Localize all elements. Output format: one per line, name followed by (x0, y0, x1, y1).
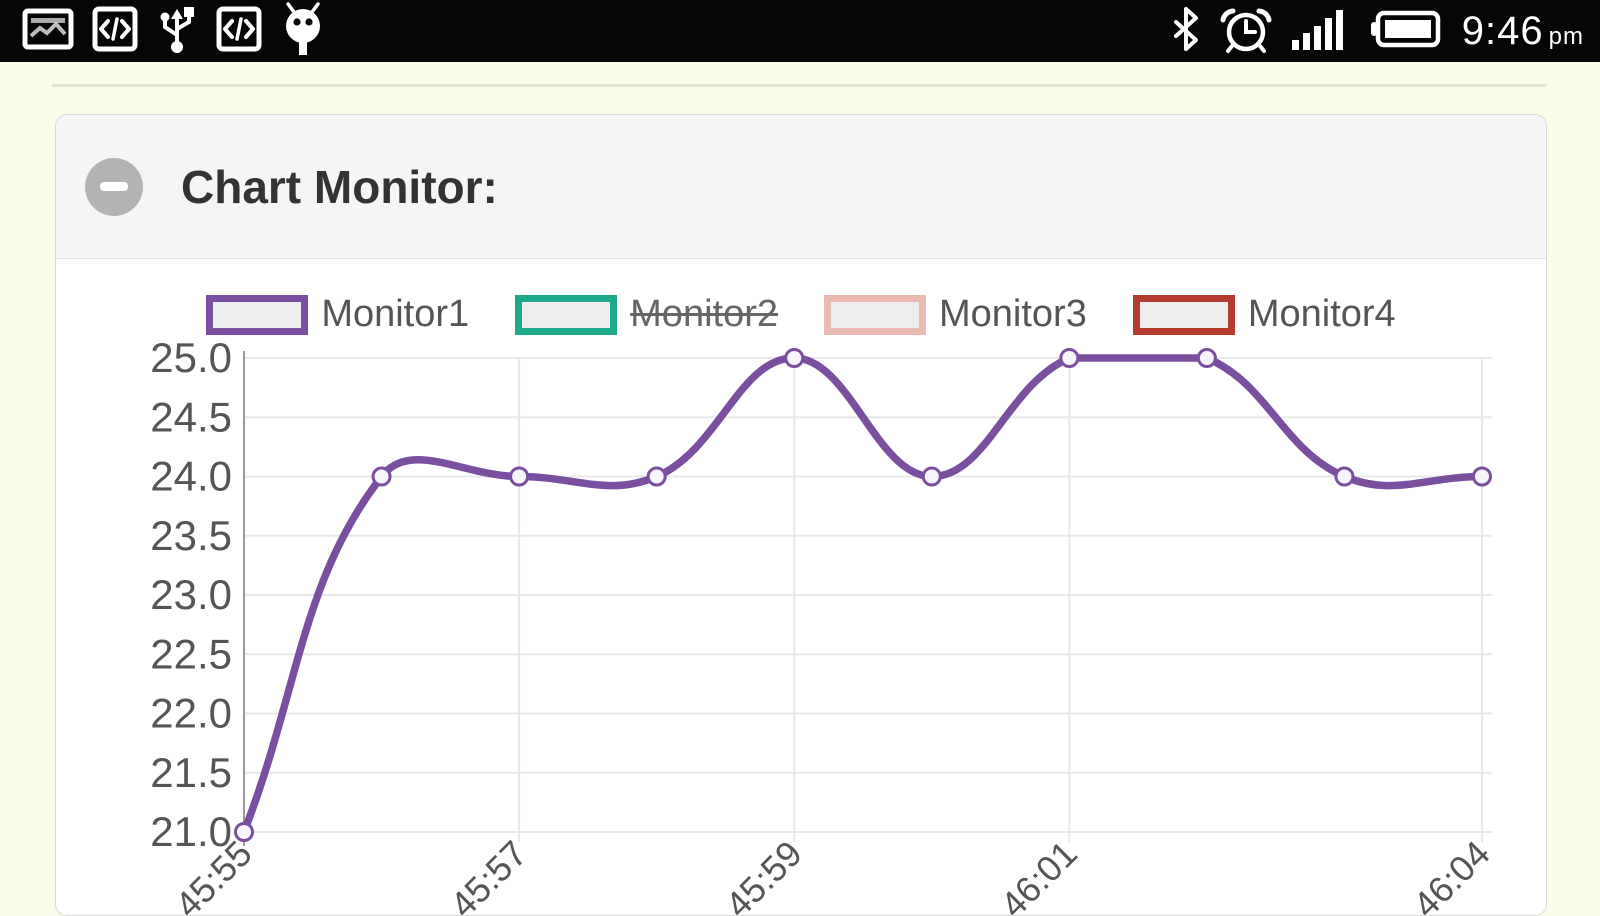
alarm-icon (1220, 4, 1272, 59)
data-point-monitor1-5[interactable] (921, 466, 942, 487)
legend-label-monitor4: Monitor4 (1247, 293, 1396, 335)
y-axis-label: 22.0 (150, 690, 232, 737)
legend-label-monitor3: Monitor3 (939, 293, 1087, 335)
x-axis-label: 45:57 (442, 833, 535, 916)
y-axis-label: 23.5 (150, 512, 232, 559)
usb-icon (156, 3, 198, 60)
data-point-monitor1-4[interactable] (784, 348, 805, 368)
battery-icon (1368, 9, 1442, 54)
data-point-monitor1-1[interactable] (371, 466, 392, 487)
data-point-monitor1-9[interactable] (1472, 466, 1492, 487)
panel-body: Monitor1 Monitor2 Monitor3 Monitor4 25.0 24.… (56, 259, 1546, 915)
data-point-monitor1-2[interactable] (509, 466, 530, 487)
data-point-monitor1-6[interactable] (1059, 348, 1080, 368)
legend-label-monitor2: Monitor2 (630, 293, 778, 335)
y-axis-label: 22.5 (150, 630, 232, 677)
panel-header: Chart Monitor: (56, 115, 1546, 259)
data-point-monitor1-3[interactable] (646, 466, 667, 487)
data-point-monitor1-0[interactable] (234, 822, 254, 842)
bluetooth-icon (1172, 6, 1200, 57)
android-status-bar: 9:46 pm (0, 0, 1600, 62)
legend-item-monitor1[interactable]: Monitor1 (206, 293, 469, 336)
screenshot-icon (22, 8, 74, 55)
chart-canvas[interactable]: 25.0 24.5 24.0 23.5 23.0 22.5 22.0 21.5 21.0 45:5… (56, 259, 1546, 916)
data-point-monitor1-7[interactable] (1196, 348, 1217, 368)
x-axis-label: 46:01 (992, 833, 1085, 916)
usb-debugging-icon-2 (216, 6, 262, 57)
signal-icon (1291, 8, 1348, 55)
clock-ampm: pm (1548, 22, 1584, 50)
legend-swatch-monitor2 (515, 294, 618, 335)
legend-swatch-monitor4 (1132, 294, 1235, 335)
y-axis-label: 24.0 (150, 453, 232, 500)
data-point-monitor1-8[interactable] (1334, 466, 1355, 487)
x-axis-label: 46:04 (1405, 833, 1498, 916)
legend-item-monitor4[interactable]: Monitor4 (1132, 293, 1396, 336)
legend-swatch-monitor3 (824, 294, 926, 335)
legend-swatch-monitor1 (206, 294, 309, 335)
android-icon (280, 1, 326, 61)
chart-legend: Monitor1 Monitor2 Monitor3 Monitor4 (56, 293, 1546, 336)
y-axis-label: 21.0 (150, 808, 232, 855)
legend-label-monitor1: Monitor1 (321, 293, 470, 335)
clock-time-value: 9:46 (1461, 8, 1544, 53)
collapse-minus-button[interactable] (85, 157, 143, 216)
series-line-monitor1 (240, 354, 1486, 836)
y-axis-label: 25.0 (150, 334, 232, 381)
y-axis-label: 23.0 (150, 571, 232, 618)
page-top-divider (52, 84, 1547, 87)
x-axis-label: 45:59 (717, 833, 810, 916)
usb-debugging-icon (92, 6, 138, 57)
legend-item-monitor3[interactable]: Monitor3 (824, 293, 1087, 336)
status-bar-left-icons (0, 1, 326, 61)
chart-monitor-panel: Chart Monitor: Monitor1 Monitor2 Monitor3 M… (55, 114, 1547, 916)
status-bar-right-icons: 9:46 pm (1172, 4, 1600, 59)
y-axis-label: 21.5 (150, 749, 232, 796)
clock-time: 9:46 pm (1462, 9, 1584, 54)
y-axis-label: 24.5 (150, 393, 232, 440)
legend-item-monitor2[interactable]: Monitor2 (515, 293, 778, 336)
panel-title: Chart Monitor: (181, 160, 498, 213)
